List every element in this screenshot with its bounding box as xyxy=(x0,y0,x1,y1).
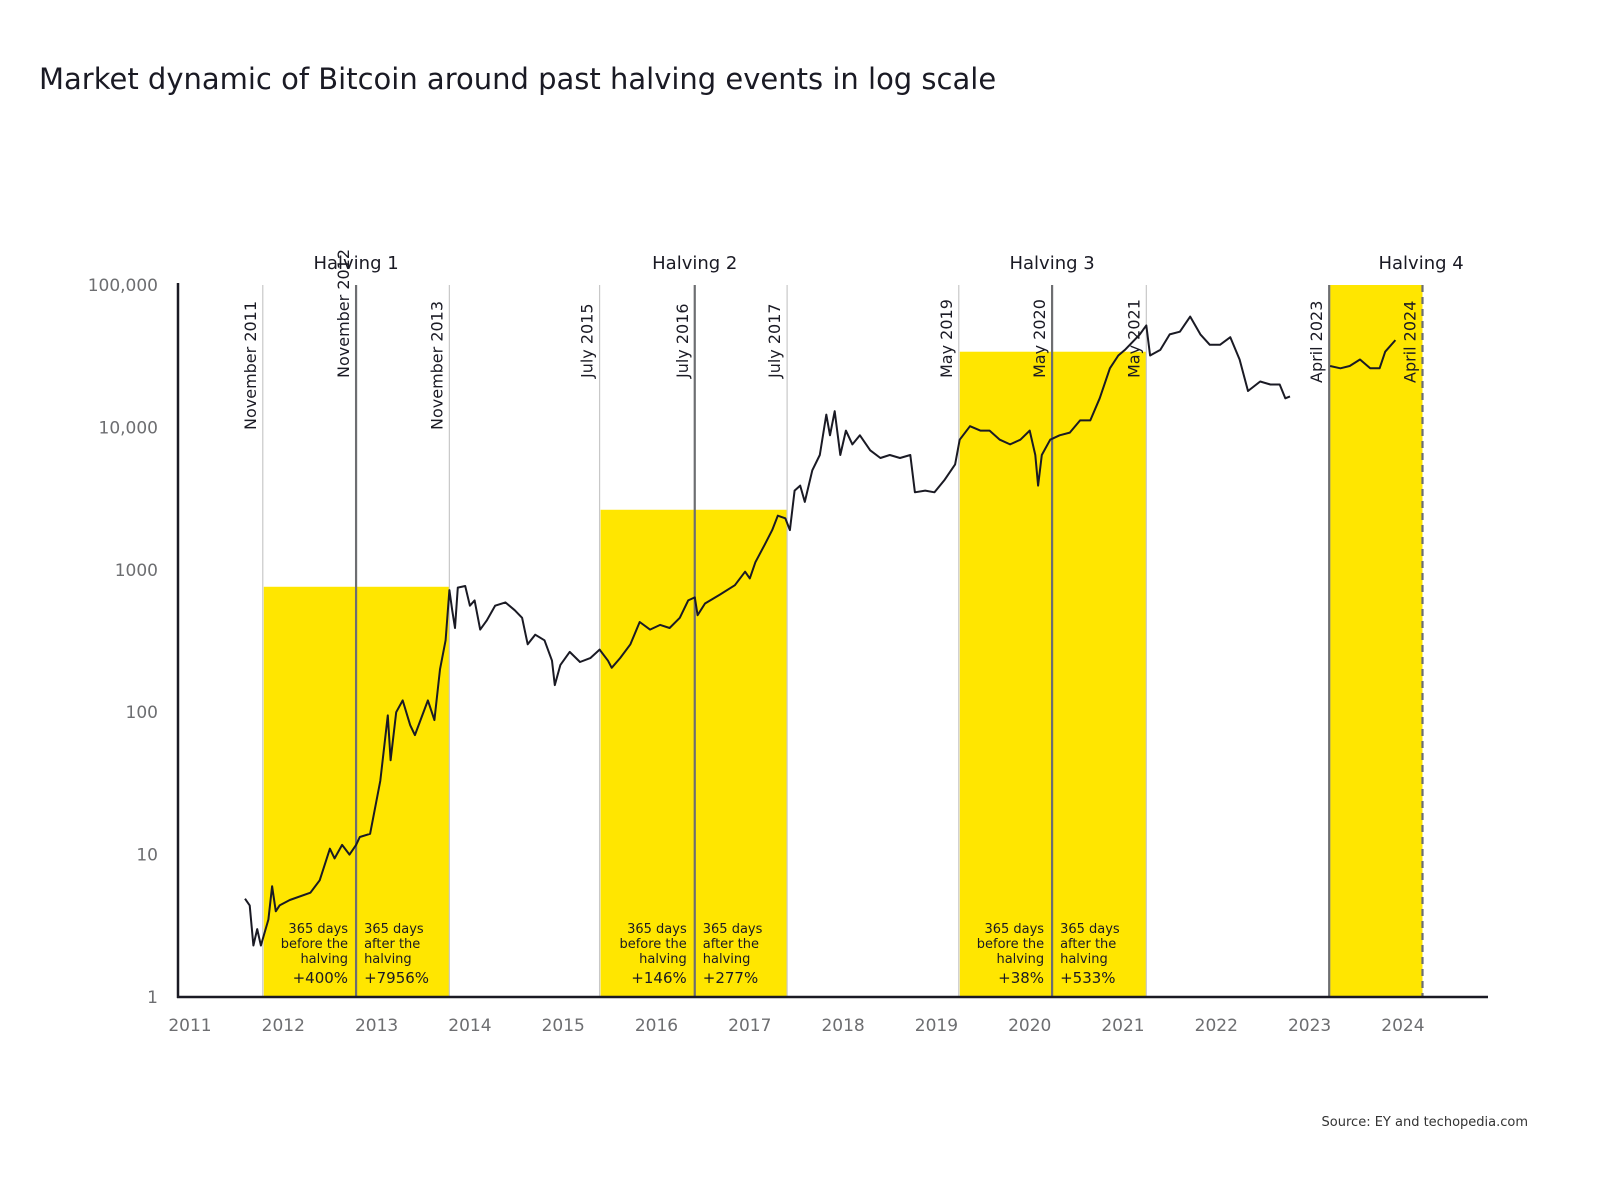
annotation-after: after the xyxy=(1060,937,1116,952)
marker-label: April 2024 xyxy=(1400,301,1419,383)
annotation-after: halving xyxy=(703,952,751,967)
annotation-after-pct: +277% xyxy=(703,969,758,987)
x-tick-label: 2023 xyxy=(1288,1016,1331,1036)
halving-label: Halving 4 xyxy=(1378,253,1463,274)
y-tick-label: 100,000 xyxy=(88,276,158,296)
x-tick-label: 2016 xyxy=(635,1016,678,1036)
marker-label: July 2015 xyxy=(578,303,597,379)
source-note: Source: EY and techopedia.com xyxy=(1321,1115,1528,1130)
marker-label: July 2016 xyxy=(673,303,692,379)
annotation-after: 365 days xyxy=(703,922,763,937)
annotation-after-pct: +533% xyxy=(1060,969,1115,987)
x-tick-label: 2024 xyxy=(1381,1016,1424,1036)
annotation-after: halving xyxy=(1060,952,1108,967)
chart-title: Market dynamic of Bitcoin around past ha… xyxy=(39,62,997,96)
price-line xyxy=(1329,339,1397,370)
annotation-before: before the xyxy=(619,937,686,952)
annotation-after-pct: +7956% xyxy=(364,969,429,987)
y-tick-label: 1000 xyxy=(115,561,158,581)
x-tick-label: 2013 xyxy=(355,1016,398,1036)
annotation-before-pct: +146% xyxy=(631,969,686,987)
halving-label: Halving 3 xyxy=(1009,253,1094,274)
y-tick-label: 10,000 xyxy=(99,418,158,438)
y-tick-label: 100 xyxy=(126,703,158,723)
marker-label: May 2019 xyxy=(937,299,956,378)
marker-label: November 2012 xyxy=(334,249,353,378)
annotation-before: before the xyxy=(281,937,348,952)
x-tick-label: 2015 xyxy=(542,1016,585,1036)
marker-label: April 2023 xyxy=(1307,301,1326,383)
annotation-after: 365 days xyxy=(1060,922,1120,937)
annotation-before-pct: +38% xyxy=(998,969,1044,987)
annotation-after: 365 days xyxy=(364,922,424,937)
marker-label: November 2011 xyxy=(241,301,260,430)
x-tick-label: 2021 xyxy=(1101,1016,1144,1036)
halving-window-4 xyxy=(1330,285,1423,997)
x-tick-label: 2011 xyxy=(168,1016,211,1036)
y-tick-label: 10 xyxy=(136,846,158,866)
x-tick-label: 2020 xyxy=(1008,1016,1051,1036)
y-tick-label: 1 xyxy=(147,988,158,1008)
marker-label: July 2017 xyxy=(765,303,784,379)
x-tick-label: 2012 xyxy=(262,1016,305,1036)
annotation-before: 365 days xyxy=(627,922,687,937)
halving-label: Halving 1 xyxy=(313,253,398,274)
annotation-before: halving xyxy=(300,952,348,967)
marker-label: November 2013 xyxy=(427,301,446,430)
annotation-before: halving xyxy=(639,952,687,967)
marker-label: May 2021 xyxy=(1124,299,1143,378)
halving-label: Halving 2 xyxy=(652,253,737,274)
x-tick-label: 2018 xyxy=(821,1016,864,1036)
annotation-before: halving xyxy=(996,952,1044,967)
price-line xyxy=(244,315,1291,947)
x-tick-label: 2014 xyxy=(448,1016,491,1036)
marker-label: May 2020 xyxy=(1030,299,1049,378)
annotation-before: before the xyxy=(977,937,1044,952)
x-tick-label: 2017 xyxy=(728,1016,771,1036)
annotation-before: 365 days xyxy=(984,922,1044,937)
x-tick-label: 2022 xyxy=(1195,1016,1238,1036)
annotation-before-pct: +400% xyxy=(293,969,348,987)
annotation-after: after the xyxy=(364,937,420,952)
annotation-after: after the xyxy=(703,937,759,952)
annotation-after: halving xyxy=(364,952,412,967)
x-tick-label: 2019 xyxy=(915,1016,958,1036)
annotation-before: 365 days xyxy=(288,922,348,937)
